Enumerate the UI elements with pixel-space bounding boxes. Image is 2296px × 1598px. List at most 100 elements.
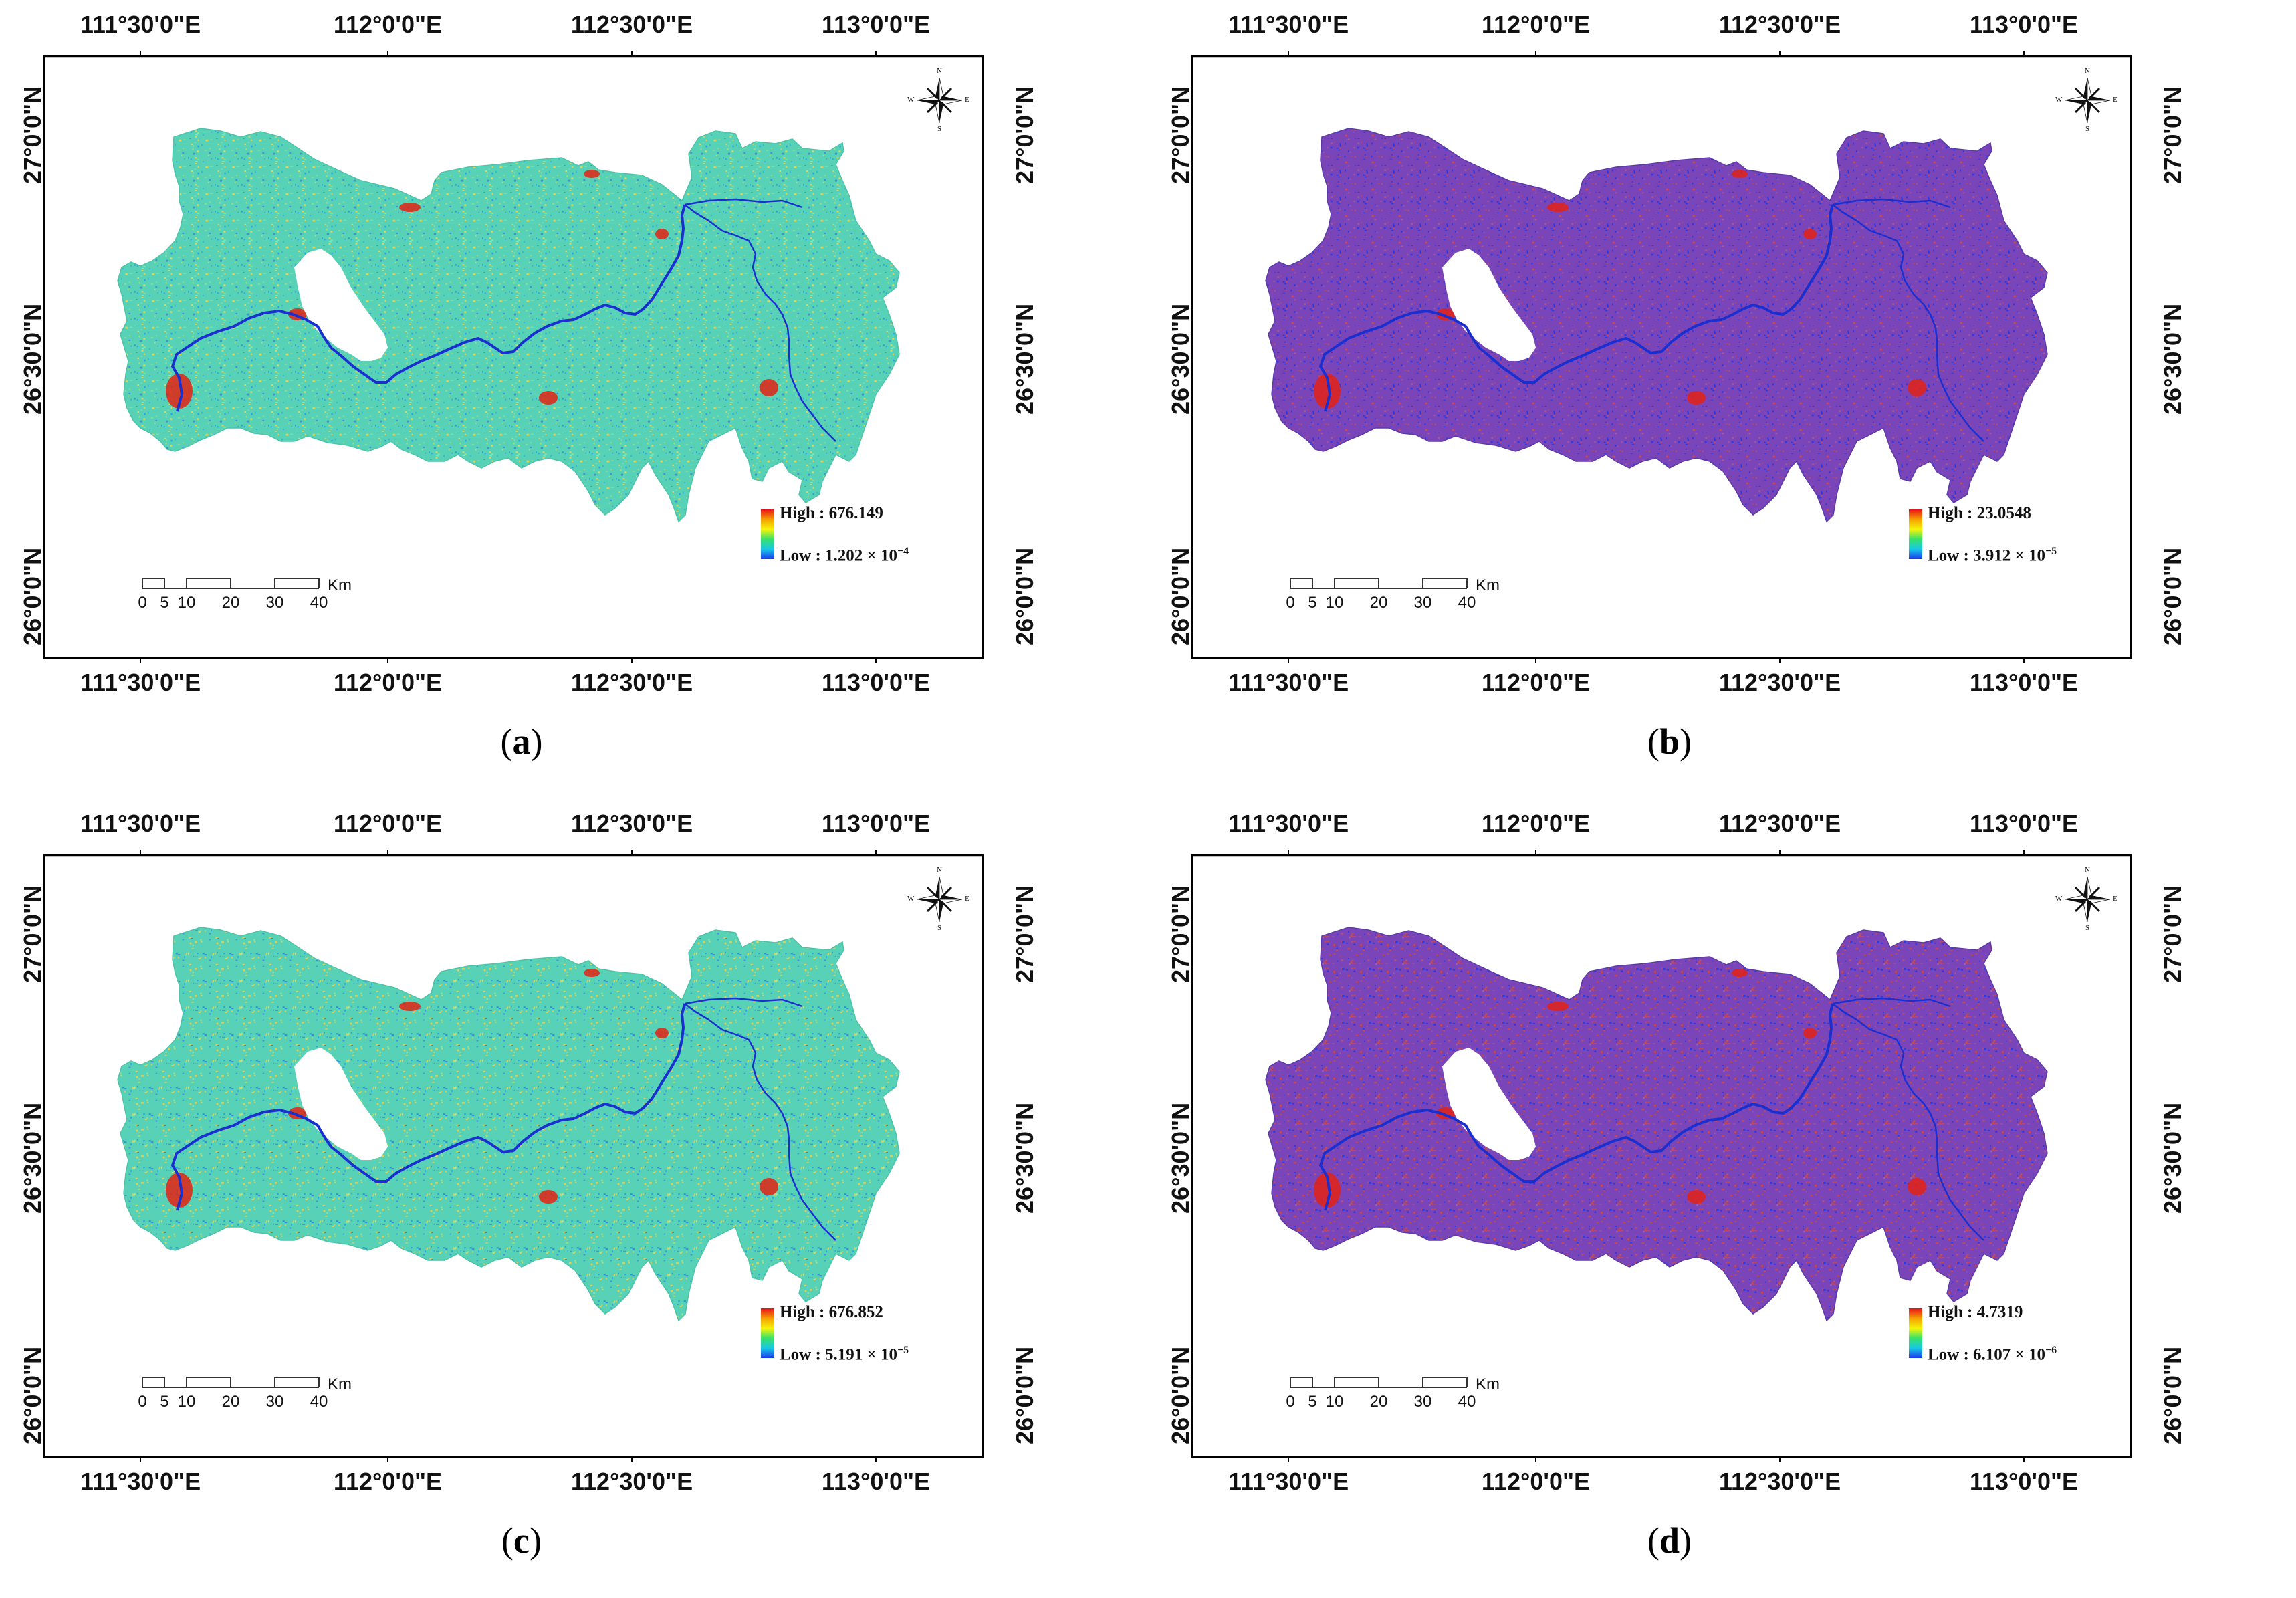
scale-bar-tick: 20 xyxy=(1369,594,1388,612)
study-region xyxy=(1265,128,2048,523)
river-line xyxy=(1319,204,1834,412)
scale-bar-tick: 40 xyxy=(1458,1393,1476,1411)
compass-w: W xyxy=(2055,96,2063,104)
hotspot xyxy=(584,969,600,977)
longitude-label-top: 112°30'0"E xyxy=(1718,11,1841,38)
longitude-label-bottom: 113°0'0"E xyxy=(1969,669,2079,696)
longitude-label-bottom: 113°0'0"E xyxy=(1969,1468,2079,1495)
latitude-label-right: 26°0'0"N xyxy=(1011,1346,1038,1444)
longitude-label-top: 112°30'0"E xyxy=(570,11,693,38)
legend-low-exponent: −5 xyxy=(2045,546,2057,557)
longitude-label-top: 113°0'0"E xyxy=(1969,810,2079,837)
longitude-label-bottom: 111°30'0"E xyxy=(80,669,201,696)
scale-bar-unit: Km xyxy=(328,576,352,594)
compass-w: W xyxy=(2055,895,2063,903)
longitude-label-top: 113°0'0"E xyxy=(821,11,931,38)
compass-e: E xyxy=(2113,895,2117,903)
river-line xyxy=(684,204,836,442)
panel-letter-text: c xyxy=(513,1520,530,1561)
latitude-label-left: 27°0'0"N xyxy=(19,885,46,983)
scale-bar-tick: 5 xyxy=(160,1393,169,1411)
latitude-label-left: 26°0'0"N xyxy=(1167,1346,1194,1444)
river-line xyxy=(684,1003,836,1241)
longitude-label-bottom: 112°0'0"E xyxy=(333,1468,443,1495)
scale-bar-unit: Km xyxy=(1476,1375,1500,1393)
longitude-label-top: 111°30'0"E xyxy=(80,810,201,837)
legend-low-value: Low : 5.191 × 10 xyxy=(780,1345,898,1364)
scale-bar-tick: 20 xyxy=(221,594,240,612)
scale-bar-tick: 10 xyxy=(177,1393,196,1411)
longitude-label-bottom: 113°0'0"E xyxy=(821,1468,931,1495)
river-line xyxy=(684,198,803,209)
longitude-label-bottom: 112°0'0"E xyxy=(1481,669,1591,696)
legend-low-label: Low : 5.191 × 10−5 xyxy=(780,1345,909,1364)
north-arrow-icon xyxy=(2064,77,2111,124)
compass-n: N xyxy=(937,866,942,874)
scale-bar-tick: 30 xyxy=(1413,1393,1432,1411)
longitude-label-bottom: 111°30'0"E xyxy=(1228,669,1349,696)
scale-bar xyxy=(142,578,320,589)
scale-bar xyxy=(142,1377,320,1388)
compass-s: S xyxy=(2085,125,2090,133)
scale-bar-tick: 10 xyxy=(1325,594,1344,612)
map-panel-d: 111°30'0"E 111°30'0"E 112°0'0"E 112°0'0"E 11… xyxy=(1148,799,2296,1598)
river-line xyxy=(1832,997,1951,1008)
longitude-label-bottom: 112°30'0"E xyxy=(570,1468,693,1495)
legend-low-label: Low : 6.107 × 10−6 xyxy=(1928,1345,2057,1364)
river-line xyxy=(1832,198,1951,209)
scale-bar-tick: 0 xyxy=(1286,1393,1295,1411)
map-canvas xyxy=(1191,51,2132,663)
longitude-label-top: 111°30'0"E xyxy=(1228,810,1349,837)
latitude-label-left: 26°0'0"N xyxy=(1167,547,1194,645)
longitude-label-bottom: 112°30'0"E xyxy=(1718,1468,1841,1495)
study-region xyxy=(117,128,900,523)
hotspot xyxy=(166,374,193,409)
compass-s: S xyxy=(937,924,942,932)
latitude-label-right: 27°0'0"N xyxy=(1011,86,1038,184)
scale-bar-tick: 20 xyxy=(221,1393,240,1411)
compass-s: S xyxy=(937,125,942,133)
panel-letter: (d) xyxy=(1647,1520,1692,1561)
scale-bar-tick: 0 xyxy=(138,1393,147,1411)
longitude-label-top: 112°0'0"E xyxy=(1481,810,1591,837)
lake-area xyxy=(294,249,388,361)
legend-color-ramp xyxy=(1909,1308,1922,1358)
longitude-label-top: 111°30'0"E xyxy=(1228,11,1349,38)
longitude-label-top: 112°30'0"E xyxy=(1718,810,1841,837)
legend-color-ramp xyxy=(1909,509,1922,559)
longitude-label-top: 111°30'0"E xyxy=(80,11,201,38)
latitude-label-left: 26°30'0"N xyxy=(19,1102,46,1214)
latitude-label-right: 26°30'0"N xyxy=(1011,1102,1038,1214)
hotspot xyxy=(1732,170,1748,178)
legend-high-label: High : 676.149 xyxy=(780,504,883,522)
hotspot xyxy=(655,229,669,239)
river-line xyxy=(171,1003,686,1211)
scale-bar-tick: 40 xyxy=(1458,594,1476,612)
hotspot xyxy=(1803,1028,1817,1038)
scale-bar-tick: 30 xyxy=(265,594,284,612)
latitude-label-right: 26°0'0"N xyxy=(1011,547,1038,645)
hotspot xyxy=(1908,1178,1926,1195)
longitude-label-top: 112°0'0"E xyxy=(333,810,443,837)
legend-low-label: Low : 3.912 × 10−5 xyxy=(1928,546,2057,565)
hotspot xyxy=(539,1190,558,1204)
map-panel-c: 111°30'0"E 111°30'0"E 112°0'0"E 112°0'0"E 11… xyxy=(0,799,1148,1598)
latitude-label-right: 26°30'0"N xyxy=(2159,1102,2186,1214)
latitude-label-left: 27°0'0"N xyxy=(1167,885,1194,983)
latitude-label-right: 26°30'0"N xyxy=(1011,303,1038,415)
legend-high-label: High : 23.0548 xyxy=(1928,504,2031,522)
scale-bar-tick: 40 xyxy=(310,594,328,612)
hotspot xyxy=(539,391,558,405)
longitude-label-bottom: 113°0'0"E xyxy=(821,669,931,696)
map-canvas xyxy=(1191,850,2132,1462)
longitude-label-top: 112°30'0"E xyxy=(570,810,693,837)
compass-n: N xyxy=(937,67,942,75)
scale-bar-tick: 20 xyxy=(1369,1393,1388,1411)
compass-w: W xyxy=(907,96,915,104)
panel-letter-text: b xyxy=(1659,721,1680,762)
hotspot xyxy=(655,1028,669,1038)
panel-letter: (b) xyxy=(1647,721,1692,762)
longitude-label-bottom: 111°30'0"E xyxy=(80,1468,201,1495)
latitude-label-left: 26°30'0"N xyxy=(19,303,46,415)
scale-bar-tick: 30 xyxy=(265,1393,284,1411)
